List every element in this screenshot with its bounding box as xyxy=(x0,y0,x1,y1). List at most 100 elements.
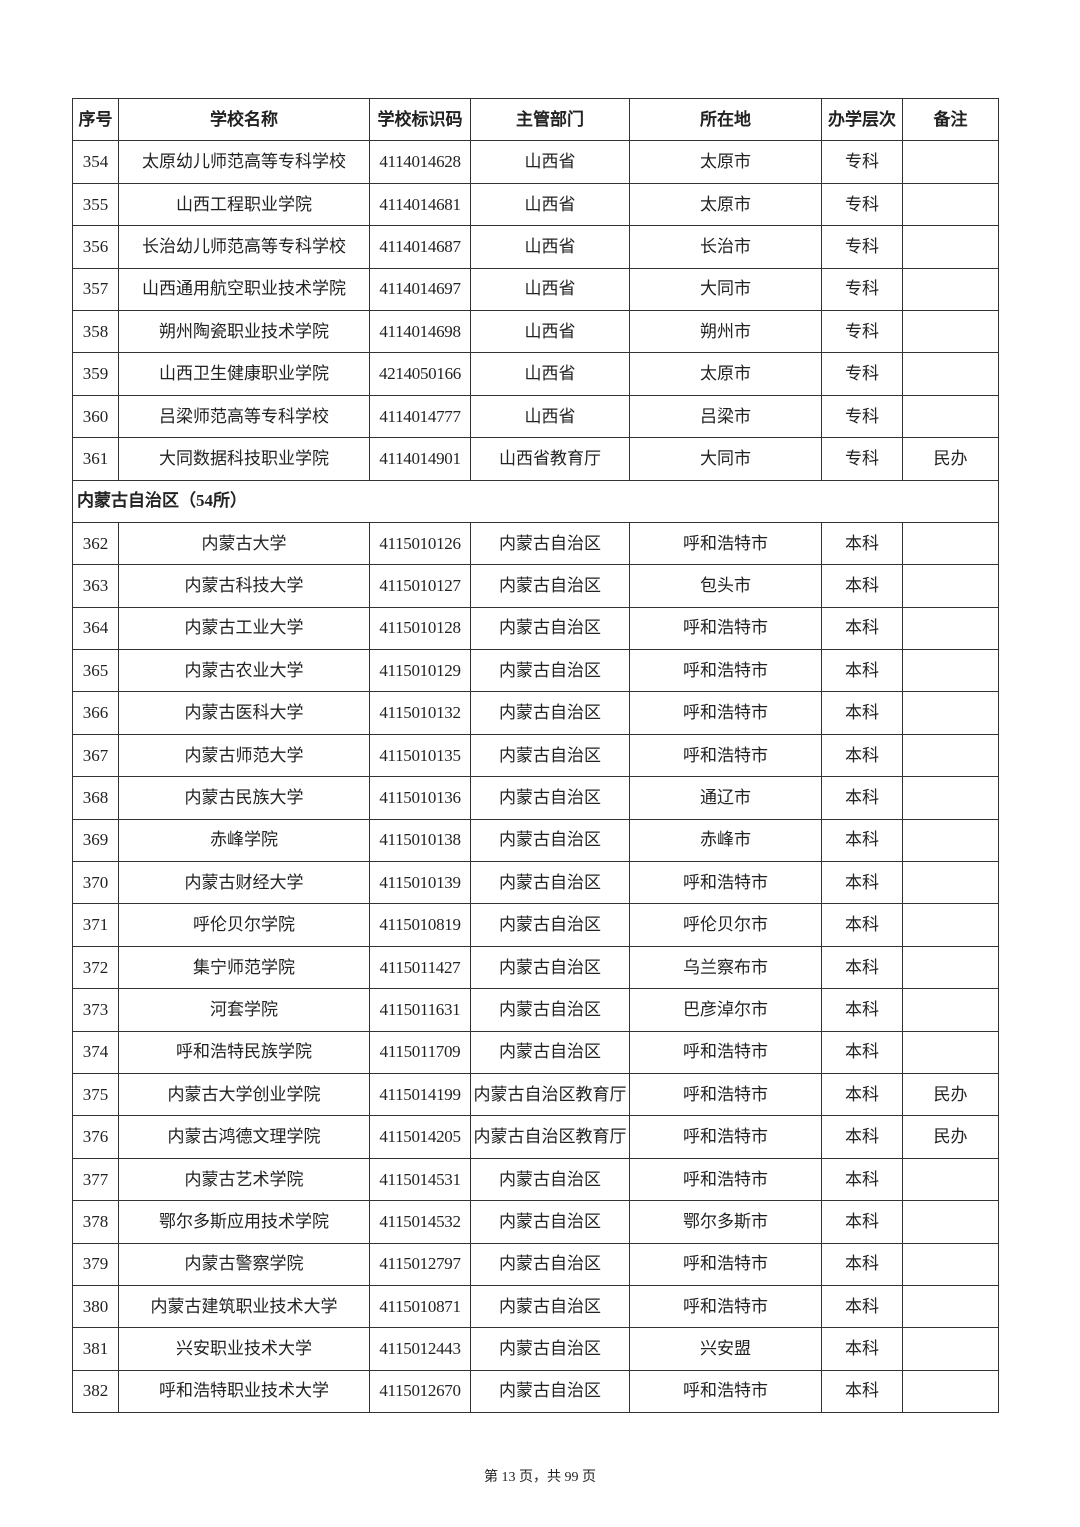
cell-location: 兴安盟 xyxy=(629,1327,822,1371)
cell-authority: 内蒙古自治区 xyxy=(470,1369,630,1414)
cell-location: 通辽市 xyxy=(629,776,822,820)
cell-authority: 内蒙古自治区 xyxy=(470,521,630,566)
cell-authority: 内蒙古自治区教育厅 xyxy=(470,1115,630,1159)
cell-authority: 内蒙古自治区 xyxy=(470,1030,630,1074)
cell-location: 呼和浩特市 xyxy=(629,1369,822,1414)
cell-school-code: 4114014698 xyxy=(369,309,471,354)
cell-school-code: 4115010126 xyxy=(369,521,471,566)
cell-index: 378 xyxy=(72,1200,119,1244)
cell-level: 本科 xyxy=(821,1369,903,1414)
cell-remarks: 民办 xyxy=(902,437,999,481)
cell-remarks xyxy=(902,1200,999,1244)
cell-authority: 内蒙古自治区 xyxy=(470,1284,630,1329)
cell-remarks xyxy=(902,140,999,184)
cell-index: 367 xyxy=(72,733,119,778)
cell-remarks xyxy=(902,733,999,778)
cell-level: 本科 xyxy=(821,691,903,735)
cell-location: 太原市 xyxy=(629,140,822,184)
cell-location: 呼和浩特市 xyxy=(629,691,822,735)
cell-authority: 内蒙古自治区 xyxy=(470,733,630,778)
cell-school-name: 兴安职业技术大学 xyxy=(118,1327,370,1371)
cell-school-code: 4115014532 xyxy=(369,1200,471,1244)
cell-remarks xyxy=(902,225,999,269)
cell-remarks xyxy=(902,564,999,608)
table-row: 376 内蒙古鸿德文理学院 4115014205 内蒙古自治区教育厅 呼和浩特市 本科 民办 xyxy=(72,1115,999,1159)
cell-school-name: 集宁师范学院 xyxy=(118,945,370,990)
cell-level: 专科 xyxy=(821,182,903,227)
cell-level: 本科 xyxy=(821,1157,903,1202)
cell-remarks xyxy=(902,1284,999,1329)
cell-index: 372 xyxy=(72,945,119,990)
cell-location: 呼和浩特市 xyxy=(629,606,822,651)
cell-authority: 内蒙古自治区 xyxy=(470,1327,630,1371)
cell-level: 专科 xyxy=(821,309,903,354)
table-body-shanxi: 354 太原幼儿师范高等专科学校 4114014628 山西省 太原市 专科 355 山西工程… xyxy=(72,140,999,481)
table-body-inner-mongolia: 362 内蒙古大学 4115010126 内蒙古自治区 呼和浩特市 本科 363 内蒙古科技大… xyxy=(72,521,999,1414)
cell-location: 赤峰市 xyxy=(629,818,822,863)
cell-authority: 山西省 xyxy=(470,309,630,354)
cell-index: 380 xyxy=(72,1284,119,1329)
cell-authority: 内蒙古自治区 xyxy=(470,818,630,863)
cell-authority: 内蒙古自治区 xyxy=(470,1242,630,1286)
table-row: 356 长治幼儿师范高等专科学校 4114014687 山西省 长治市 专科 xyxy=(72,225,999,269)
cell-index: 376 xyxy=(72,1115,119,1159)
cell-level: 本科 xyxy=(821,1072,903,1117)
cell-school-code: 4114014681 xyxy=(369,182,471,227)
cell-remarks xyxy=(902,903,999,947)
cell-school-name: 山西通用航空职业技术学院 xyxy=(118,267,370,311)
cell-school-name: 内蒙古大学创业学院 xyxy=(118,1072,370,1117)
header-school-name: 学校名称 xyxy=(118,97,370,142)
cell-school-name: 呼和浩特职业技术大学 xyxy=(118,1369,370,1414)
cell-level: 本科 xyxy=(821,1200,903,1244)
cell-index: 359 xyxy=(72,352,119,396)
cell-authority: 内蒙古自治区 xyxy=(470,903,630,947)
cell-level: 本科 xyxy=(821,903,903,947)
cell-level: 本科 xyxy=(821,733,903,778)
cell-school-name: 内蒙古师范大学 xyxy=(118,733,370,778)
table-row: 369 赤峰学院 4115010138 内蒙古自治区 赤峰市 本科 xyxy=(72,818,999,863)
cell-index: 379 xyxy=(72,1242,119,1286)
cell-school-name: 呼伦贝尔学院 xyxy=(118,903,370,947)
cell-school-name: 内蒙古农业大学 xyxy=(118,649,370,693)
cell-authority: 内蒙古自治区 xyxy=(470,1200,630,1244)
cell-level: 本科 xyxy=(821,1284,903,1329)
table-row: 382 呼和浩特职业技术大学 4115012670 内蒙古自治区 呼和浩特市 本科 xyxy=(72,1369,999,1414)
section-heading: 内蒙古自治区（54所） xyxy=(72,479,999,523)
cell-index: 368 xyxy=(72,776,119,820)
cell-school-code: 4115010129 xyxy=(369,649,471,693)
cell-school-code: 4115012443 xyxy=(369,1327,471,1371)
cell-school-code: 4115010135 xyxy=(369,733,471,778)
section-row: 内蒙古自治区（54所） xyxy=(72,479,999,523)
cell-level: 本科 xyxy=(821,564,903,608)
cell-authority: 山西省 xyxy=(470,225,630,269)
cell-level: 本科 xyxy=(821,776,903,820)
table-row: 381 兴安职业技术大学 4115012443 内蒙古自治区 兴安盟 本科 xyxy=(72,1327,999,1371)
cell-school-name: 内蒙古民族大学 xyxy=(118,776,370,820)
cell-level: 本科 xyxy=(821,988,903,1032)
cell-remarks xyxy=(902,1157,999,1202)
table-row: 377 内蒙古艺术学院 4115014531 内蒙古自治区 呼和浩特市 本科 xyxy=(72,1157,999,1202)
cell-school-name: 内蒙古医科大学 xyxy=(118,691,370,735)
table-row: 354 太原幼儿师范高等专科学校 4114014628 山西省 太原市 专科 xyxy=(72,140,999,184)
header-row: 序号 学校名称 学校标识码 主管部门 所在地 办学层次 备注 xyxy=(72,97,999,142)
cell-school-code: 4214050166 xyxy=(369,352,471,396)
cell-school-name: 内蒙古财经大学 xyxy=(118,861,370,905)
cell-remarks xyxy=(902,988,999,1032)
cell-school-name: 太原幼儿师范高等专科学校 xyxy=(118,140,370,184)
cell-school-name: 内蒙古鸿德文理学院 xyxy=(118,1115,370,1159)
cell-index: 382 xyxy=(72,1369,119,1414)
header-index: 序号 xyxy=(72,97,119,142)
cell-level: 专科 xyxy=(821,225,903,269)
cell-school-code: 4115011427 xyxy=(369,945,471,990)
cell-level: 专科 xyxy=(821,394,903,439)
cell-authority: 内蒙古自治区 xyxy=(470,988,630,1032)
cell-remarks xyxy=(902,691,999,735)
cell-school-name: 河套学院 xyxy=(118,988,370,1032)
table-row: 357 山西通用航空职业技术学院 4114014697 山西省 大同市 专科 xyxy=(72,267,999,311)
cell-level: 本科 xyxy=(821,861,903,905)
cell-level: 专科 xyxy=(821,140,903,184)
cell-remarks xyxy=(902,776,999,820)
cell-location: 呼和浩特市 xyxy=(629,521,822,566)
school-list-table: 序号 学校名称 学校标识码 主管部门 所在地 办学层次 备注 354 太原幼儿师范… xyxy=(72,97,999,1414)
cell-remarks xyxy=(902,818,999,863)
